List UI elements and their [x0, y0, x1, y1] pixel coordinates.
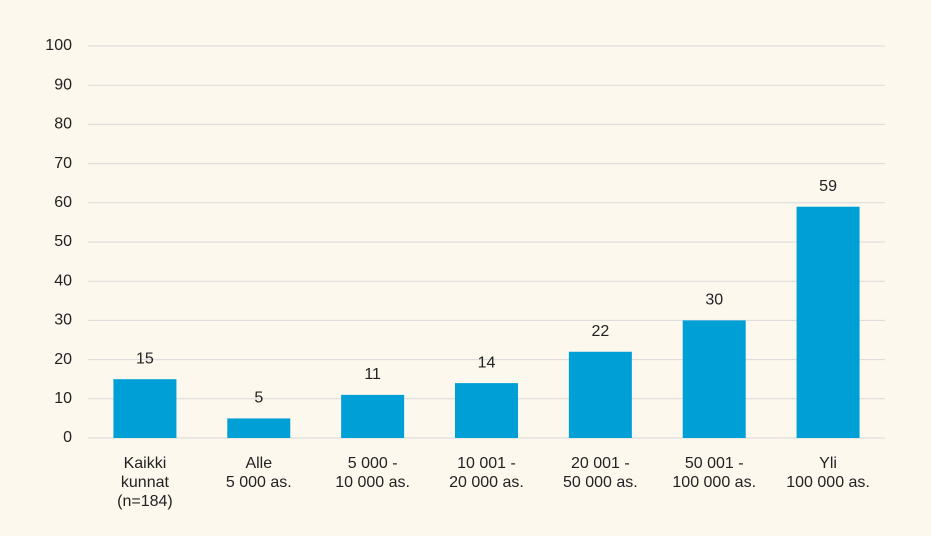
x-tick-label: 50 001 - 100 000 as.: [672, 455, 757, 491]
y-tick-label: 50: [54, 233, 72, 250]
value-label: 14: [478, 354, 496, 371]
value-label: 15: [136, 350, 154, 367]
bar: [568, 351, 632, 438]
value-label: 59: [819, 178, 837, 195]
value-label: 30: [705, 292, 723, 309]
value-label: 11: [364, 366, 381, 383]
value-label: 5: [254, 390, 263, 407]
value-label: 22: [591, 323, 609, 340]
bar: [796, 206, 860, 438]
x-tick-label: 10 001 - 20 000 as.: [449, 455, 524, 491]
x-tick-label: Kaikki kunnat (n=184): [117, 455, 173, 510]
y-tick-label: 60: [54, 194, 72, 211]
y-tick-label: 90: [54, 76, 72, 93]
bar: [682, 320, 746, 438]
y-tick-label: 10: [54, 390, 72, 407]
y-tick-label: 30: [54, 312, 72, 329]
bar: [113, 379, 177, 438]
y-tick-label: 80: [54, 116, 72, 133]
x-tick-label: Alle 5 000 as.: [225, 455, 292, 491]
bar: [455, 383, 518, 438]
y-tick-label: 100: [45, 37, 72, 54]
x-tick-label: Yli 100 000 as.: [786, 455, 870, 491]
y-tick-label: 0: [63, 429, 72, 446]
y-tick-label: 20: [54, 351, 72, 368]
x-tick-label: 5 000 - 10 000 as.: [335, 455, 410, 491]
x-tick-label: 20 001 - 50 000 as.: [562, 455, 638, 491]
bar: [341, 394, 405, 438]
y-tick-label: 40: [54, 272, 72, 289]
y-tick-label: 70: [54, 155, 72, 172]
bar: [227, 418, 291, 438]
